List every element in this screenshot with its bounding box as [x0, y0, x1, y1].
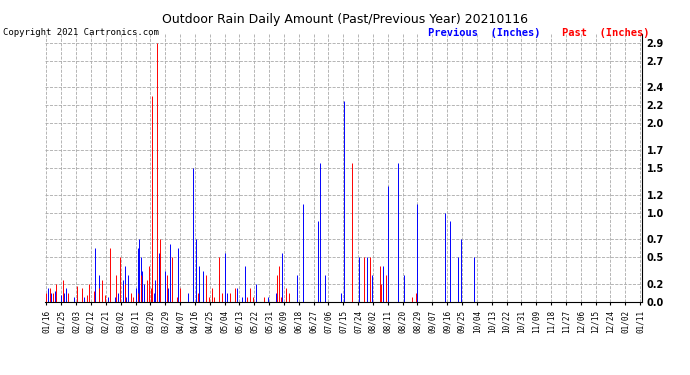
Text: Previous  (Inches): Previous (Inches)	[428, 28, 540, 38]
Text: Past  (Inches): Past (Inches)	[562, 28, 650, 38]
Text: Outdoor Rain Daily Amount (Past/Previous Year) 20210116: Outdoor Rain Daily Amount (Past/Previous…	[162, 13, 528, 26]
Text: Copyright 2021 Cartronics.com: Copyright 2021 Cartronics.com	[3, 28, 159, 37]
